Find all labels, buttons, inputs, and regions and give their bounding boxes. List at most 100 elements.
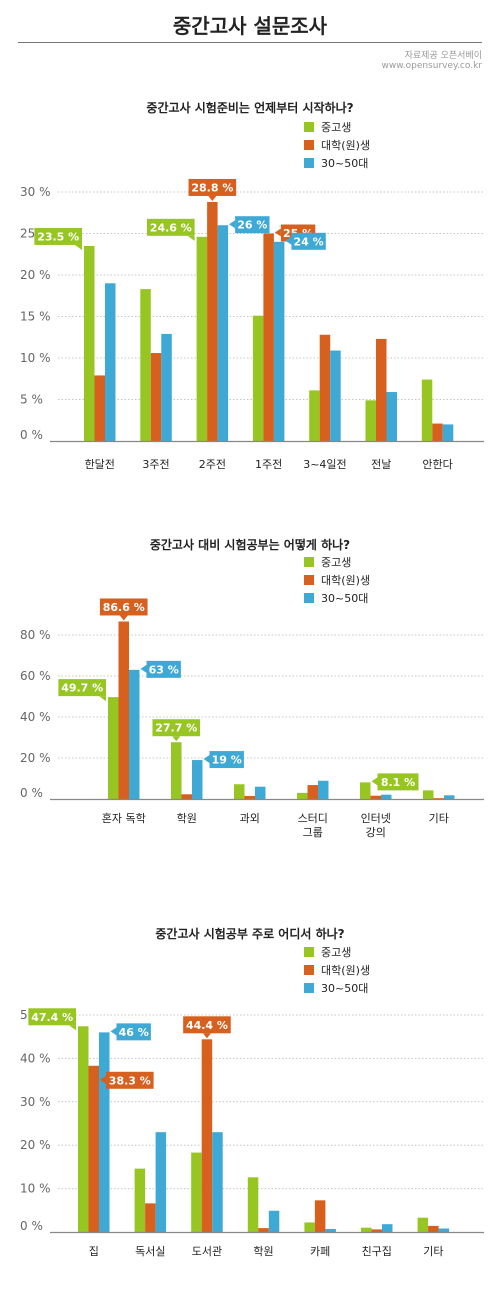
- bar: [129, 669, 140, 799]
- callout-pointer: [229, 220, 236, 229]
- bar: [273, 241, 285, 441]
- bar: [118, 621, 129, 799]
- bar: [297, 792, 308, 799]
- bar: [247, 1177, 259, 1232]
- bar: [381, 794, 392, 799]
- callout-pointer: [69, 1025, 76, 1031]
- callout-pointer: [100, 1075, 106, 1084]
- callout-label: 46 %: [119, 1026, 149, 1039]
- bar: [171, 742, 182, 799]
- bar: [155, 1132, 167, 1232]
- callout-label: 26 %: [237, 219, 267, 232]
- callout-label: 47.4 %: [31, 1011, 73, 1024]
- bar: [78, 1026, 89, 1232]
- bar: [421, 379, 433, 441]
- callout-label: 8.1 %: [381, 776, 415, 789]
- bar: [314, 1200, 326, 1232]
- y-tick-label: 80 %: [20, 628, 51, 642]
- title-divider: [18, 42, 482, 43]
- bar: [192, 760, 203, 799]
- category-label: 2주전: [199, 458, 226, 471]
- category-label: 카페: [310, 1245, 330, 1258]
- bar: [444, 795, 455, 799]
- bar: [330, 350, 341, 441]
- legend-label: 대학(원)생: [321, 574, 370, 587]
- category-label: 도서관: [192, 1245, 222, 1258]
- callout-box: [209, 751, 244, 769]
- bar: [140, 289, 151, 441]
- y-tick-label: 60 %: [20, 669, 51, 683]
- bar: [191, 1152, 202, 1232]
- category-label: 3~4일전: [303, 457, 346, 471]
- bar: [361, 1227, 372, 1232]
- bar: [417, 1217, 429, 1232]
- callout-box: [58, 679, 106, 697]
- bar: [318, 780, 329, 799]
- callout-pointer: [75, 244, 82, 250]
- y-tick-label: 0 %: [20, 1219, 43, 1233]
- bar: [438, 1228, 450, 1232]
- y-tick-label: 20 %: [20, 268, 51, 282]
- chart-title: 중간고사 대비 시험공부는 어떻게 하나?: [150, 537, 350, 552]
- callout-box: [188, 178, 237, 196]
- legend-swatch: [304, 575, 314, 585]
- legend-swatch: [304, 158, 314, 168]
- legend-label: 중고생: [321, 556, 351, 569]
- legend-label: 중고생: [321, 946, 351, 959]
- callout-box: [106, 1071, 154, 1089]
- bar: [423, 790, 434, 799]
- category-label: 전날: [371, 458, 391, 471]
- callout-box: [116, 1023, 151, 1041]
- source-credit: 자료제공 오픈서베이: [404, 51, 482, 61]
- bar: [255, 786, 266, 799]
- bar: [433, 798, 444, 799]
- bar: [84, 245, 95, 441]
- bar: [376, 338, 387, 441]
- category-label: 혼자 독학: [102, 812, 146, 825]
- callout-pointer: [208, 195, 217, 201]
- category-label: 안한다: [422, 458, 452, 471]
- callout-pointer: [119, 615, 128, 621]
- bar: [105, 283, 116, 441]
- chart-title: 중간고사 시험준비는 언제부터 시작하나?: [146, 100, 353, 115]
- bar: [386, 392, 397, 441]
- callout-box: [147, 218, 195, 236]
- category-label: 친구집: [362, 1245, 392, 1258]
- callout-box: [291, 232, 326, 250]
- bar: [309, 390, 320, 441]
- callout-pointer: [371, 777, 378, 786]
- bar: [258, 1228, 269, 1232]
- legend-label: 30~50대: [321, 982, 368, 995]
- page-title: 중간고사 설문조사: [172, 14, 328, 38]
- bar: [244, 795, 255, 799]
- callout-label: 19 %: [212, 754, 242, 767]
- legend-swatch: [304, 965, 314, 975]
- bar: [263, 233, 274, 441]
- callout-label: 86.6 %: [103, 601, 145, 614]
- bar: [428, 1225, 439, 1232]
- chart-title: 중간고사 시험공부 주로 어디서 하나?: [155, 926, 344, 941]
- callout-label: 24 %: [294, 235, 324, 248]
- y-tick-label: 20 %: [20, 751, 51, 765]
- bar: [88, 1065, 99, 1232]
- y-tick-label: 20 %: [20, 1138, 51, 1152]
- bar: [201, 1039, 213, 1232]
- category-label: 기타: [429, 812, 449, 825]
- legend-label: 30~50대: [321, 157, 368, 170]
- callout-box: [34, 227, 82, 245]
- y-tick-label: 0 %: [20, 428, 43, 442]
- bar: [234, 784, 245, 799]
- callout-pointer: [110, 1027, 117, 1036]
- category-label: 한달전: [85, 458, 115, 471]
- bar: [94, 375, 105, 441]
- bar: [268, 1210, 280, 1232]
- legend-swatch: [304, 593, 314, 603]
- bar: [99, 1032, 110, 1232]
- category-label: 1주전: [255, 458, 282, 471]
- bar: [371, 1229, 382, 1232]
- legend-swatch: [304, 983, 314, 993]
- category-label: 학원: [253, 1245, 273, 1258]
- bar: [145, 1203, 156, 1232]
